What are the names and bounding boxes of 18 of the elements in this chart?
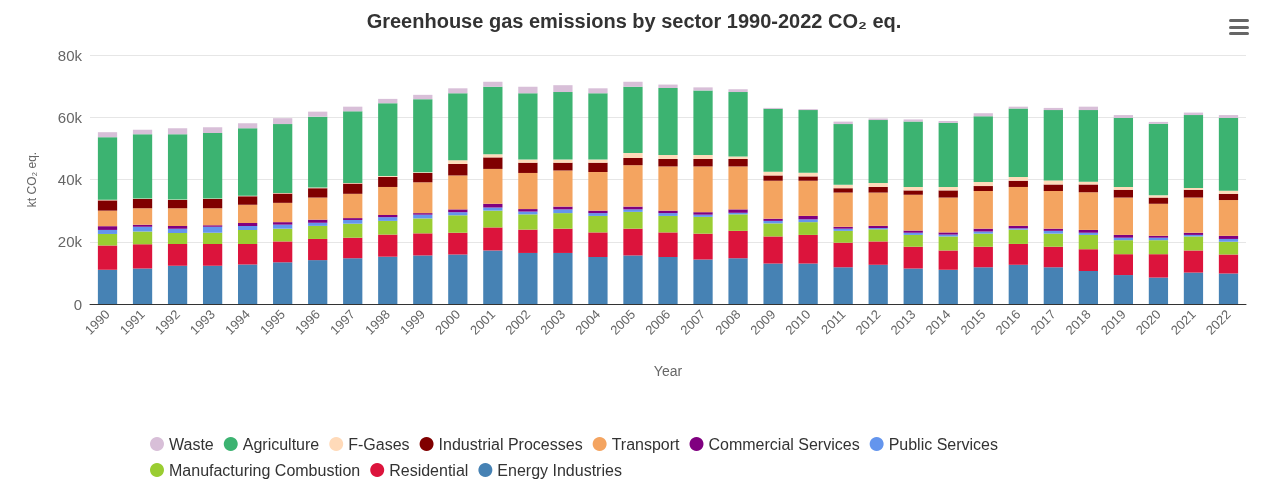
- legend-label: Waste: [169, 435, 214, 453]
- legend-label: Commercial Services: [708, 435, 860, 453]
- chart-title: Greenhouse gas emissions by sector 1990-2022 CO₂ eq.: [366, 10, 902, 32]
- y-tick-label: 0: [73, 295, 82, 313]
- y-tick-label: 20k: [57, 233, 83, 251]
- y-tick-label: 40k: [57, 171, 83, 188]
- legend-label: Agriculture: [242, 435, 320, 453]
- x-axis-title: Year: [653, 363, 683, 379]
- legend-label: Energy Industries: [497, 461, 622, 479]
- legend-label: Public Services: [888, 435, 999, 453]
- legend-label: Manufacturing Combustion: [169, 461, 361, 479]
- y-axis-title: kt CO₂ eq.: [25, 151, 39, 208]
- y-tick-label: 60k: [57, 108, 83, 126]
- legend-label: Transport: [611, 435, 681, 453]
- y-tick-label: 80k: [57, 46, 83, 64]
- legend-label: F-Gases: [348, 435, 410, 453]
- legend-label: Industrial Processes: [438, 435, 583, 453]
- legend-label: Residential: [389, 461, 469, 479]
